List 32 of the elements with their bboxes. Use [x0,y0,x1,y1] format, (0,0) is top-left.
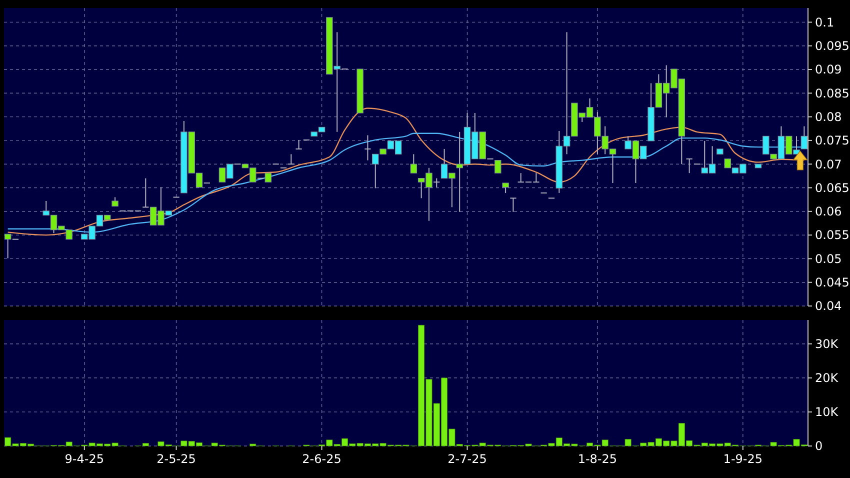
x-tick-label: 2-5-25 [156,452,196,466]
y-tick-label: 20K [815,371,840,386]
x-tick-label: 1-8-25 [578,452,618,466]
candlestick [288,154,294,165]
candlestick [502,182,509,194]
candlestick [686,158,692,174]
y-tick-label: 0.07 [815,157,842,172]
candlestick [296,139,302,150]
x-tick-label: 2-7-25 [448,452,487,466]
y-tick-label: 0.04 [815,299,842,314]
x-tick-label: 9-4-25 [64,452,104,466]
y-tick-label: 0.095 [815,39,850,54]
candlestick [364,134,371,161]
y-tick-label: 0.09 [815,62,842,77]
y-tick-label: 10K [815,405,840,420]
y-tick-label: 0.065 [815,180,850,195]
y-tick-label: 0.055 [815,228,850,242]
y-tick-label: 0.05 [815,252,842,266]
y-tick-label: 0.08 [815,110,842,124]
candlestick [410,154,418,174]
x-tick-label: 2-6-25 [302,452,342,466]
y-tick-label: 0.085 [815,86,850,100]
y-tick-label: 0 [815,439,823,454]
x-tick-label: 1-9-25 [723,452,763,466]
y-tick-label: 0.075 [815,134,850,148]
y-tick-label: 0.045 [815,276,850,290]
y-tick-label: 0.06 [815,204,842,219]
y-tick-label: 30K [815,337,840,352]
y-tick-label: 0.1 [815,15,834,30]
candlestick [142,178,149,208]
candlestick [494,160,502,174]
candlestick [510,198,516,212]
